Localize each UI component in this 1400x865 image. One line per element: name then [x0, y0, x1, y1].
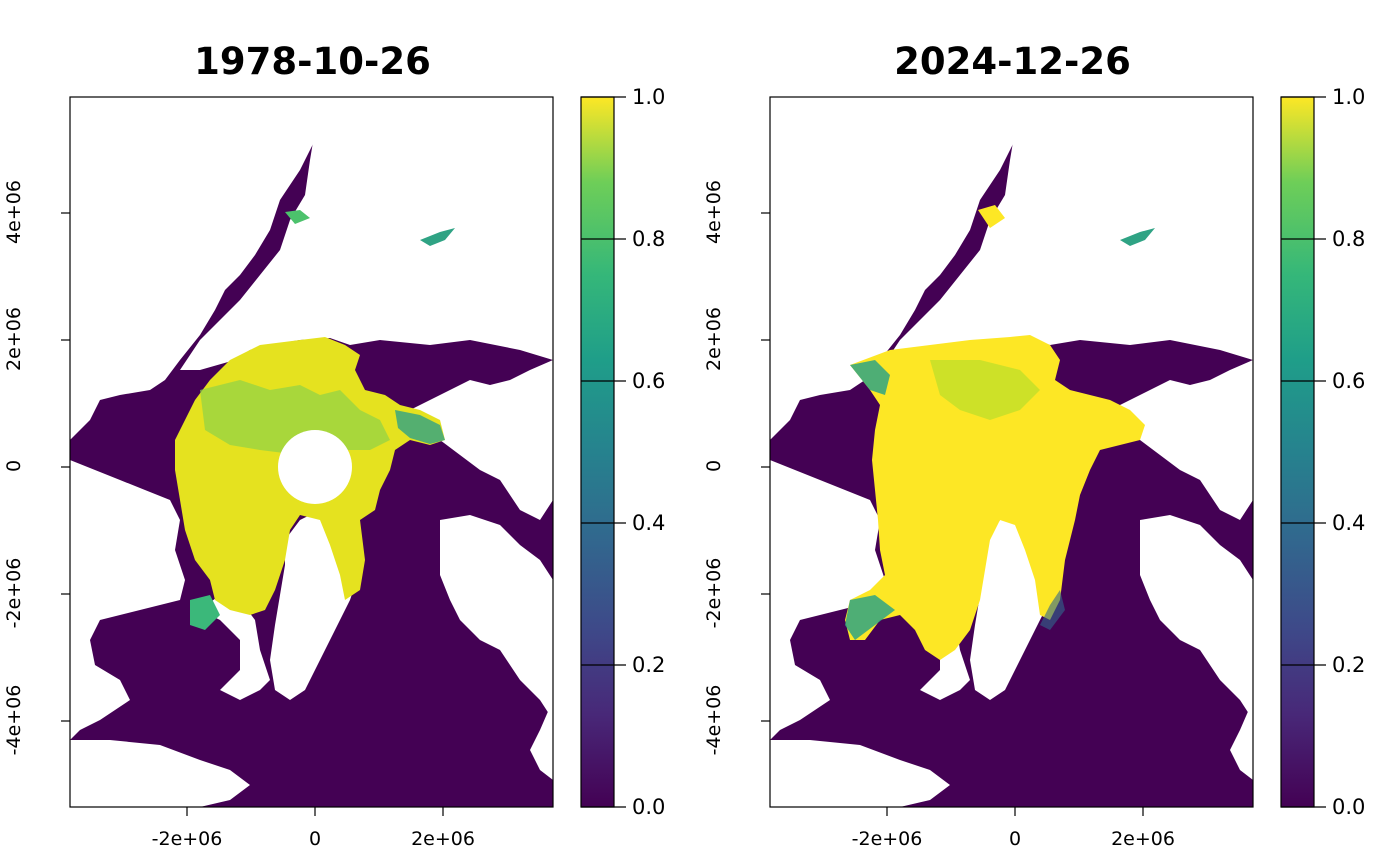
land-canadian-archipelago [70, 460, 185, 740]
land-lower-left [70, 740, 250, 807]
y-axis-ticks [761, 212, 770, 722]
pole-hole [278, 430, 352, 504]
sea-ice-edge-teal [395, 410, 445, 444]
sea-ice-green-band [930, 360, 1040, 420]
land-lower-left [770, 740, 950, 807]
colorbar-label: 0.2 [632, 653, 666, 677]
land-central-lower [200, 595, 270, 700]
sea-ice-extent [845, 335, 1145, 660]
map-frame [69, 96, 554, 808]
ice-patch [285, 210, 310, 224]
map-panel-1978: 1978-10-26 [3, 40, 666, 850]
x-tick-label: 2e+06 [1111, 828, 1175, 850]
colorbar-label: 0.8 [1332, 227, 1366, 251]
y-tick-label: 4e+06 [3, 180, 25, 244]
land-eurasia [410, 360, 553, 520]
colorbar [580, 96, 615, 808]
y-axis-ticks [61, 212, 70, 722]
ice-patch [1120, 228, 1155, 246]
y-tick-label: 4e+06 [703, 180, 725, 244]
x-tick-label: -2e+06 [851, 828, 923, 850]
ice-patch [420, 228, 455, 246]
ice-patch [978, 205, 1005, 228]
land-eurasia [1110, 360, 1253, 520]
x-tick-label: 2e+06 [411, 828, 475, 850]
colorbar-label: 0.6 [1332, 369, 1366, 393]
sea-ice-edge-teal [845, 595, 895, 640]
map-frame [769, 96, 1254, 808]
y-tick-label: 0 [703, 459, 725, 473]
x-tick-label: -2e+06 [151, 828, 223, 850]
land-north-america-2 [880, 97, 1253, 370]
x-axis-ticks [886, 807, 1144, 816]
panel-title: 1978-10-26 [194, 40, 431, 83]
colorbar-label: 0.8 [632, 227, 666, 251]
land-lower-right [1230, 700, 1253, 780]
land-north-america [770, 97, 1020, 440]
y-tick-label: -2e+06 [703, 557, 725, 629]
colorbar-label: 0.0 [632, 795, 666, 819]
colorbar-label: 0.4 [632, 511, 666, 535]
land-north-america [70, 97, 320, 440]
x-axis-ticks [186, 807, 444, 816]
colorbar [1280, 96, 1315, 808]
colorbar-label: 0.0 [1332, 795, 1366, 819]
land-scandinavia [1140, 515, 1253, 720]
sea-ice-edge-teal [1040, 590, 1065, 630]
sea-ice-edge-teal [850, 360, 890, 395]
y-tick-label: -4e+06 [3, 684, 25, 756]
panel-title: 2024-12-26 [894, 40, 1131, 83]
sea-ice-map-2024 [761, 96, 1326, 816]
ice-patch [190, 595, 220, 630]
x-tick-label: 0 [1008, 828, 1022, 850]
sea-ice-map-1978 [61, 96, 626, 816]
colorbar-ticks [581, 96, 626, 808]
y-tick-label: 2e+06 [3, 307, 25, 371]
colorbar-label: 1.0 [1332, 85, 1366, 109]
colorbar-ticks [1281, 96, 1326, 808]
colorbar-label: 0.6 [632, 369, 666, 393]
land-canadian-archipelago [770, 460, 885, 740]
sea-ice-green-band [200, 380, 390, 455]
y-tick-label: -2e+06 [3, 557, 25, 629]
land-north-america-2 [180, 97, 553, 370]
colorbar-label: 0.4 [1332, 511, 1366, 535]
map-panel-2024: 2024-12-26 [700, 0, 1400, 865]
land-lower-right [530, 700, 553, 780]
y-tick-label: -4e+06 [703, 684, 725, 756]
colorbar-label: 1.0 [632, 85, 666, 109]
land-scandinavia [440, 515, 553, 720]
x-tick-label: 0 [308, 828, 322, 850]
colorbar-label: 0.2 [1332, 653, 1366, 677]
y-tick-label: 2e+06 [703, 307, 725, 371]
y-tick-label: 0 [3, 459, 25, 473]
